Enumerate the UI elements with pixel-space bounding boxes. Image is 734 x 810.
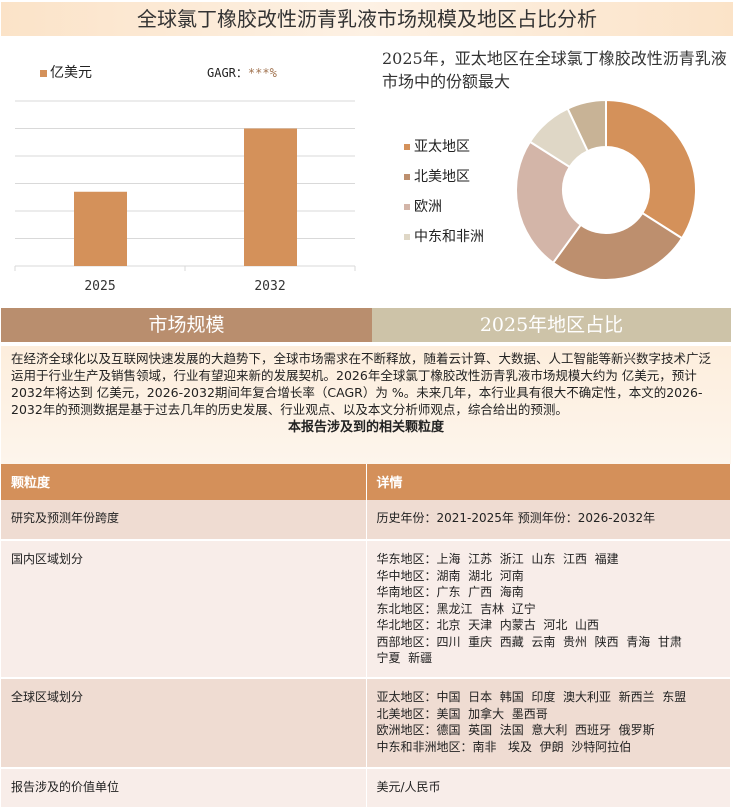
detail-line: 华北地区：北京 天津 内蒙古 河北 山西 [376, 618, 600, 632]
detail-line: 亚太地区：中国 日本 韩国 印度 澳大利亚 新西兰 东盟 [376, 690, 687, 704]
header-details: 详情 [366, 464, 731, 500]
legend-label: 欧洲 [414, 199, 442, 215]
granularity-table: 颗粒度 详情 研究及预测年份跨度 历史年份：2021-2025年 预测年份：2026… [1, 464, 731, 809]
row-details: 亚太地区：中国 日本 韩国 印度 澳大利亚 新西兰 东盟 北美地区：美国 加拿大 … [366, 678, 731, 769]
legend-swatch [404, 204, 410, 210]
legend-item: 欧洲 [404, 198, 484, 216]
row-label: 研究及预测年份跨度 [1, 500, 367, 541]
cagr-label: GAGR： [207, 66, 248, 80]
legend-label: 亿美元 [50, 65, 92, 81]
detail-line: 历史年份：2021-2025年 预测年份：2026-2032年 [376, 511, 656, 525]
legend-item: 北美地区 [404, 168, 484, 186]
cagr-text: GAGR：***% [207, 64, 277, 81]
tab-region-share[interactable]: 2025年地区占比 [372, 308, 731, 342]
legend-item: 中东和非洲 [404, 228, 484, 246]
donut-slice-0 [605, 100, 697, 240]
detail-line: 西部地区：四川 重庆 西藏 云南 贵州 陕西 青海 甘肃 [376, 634, 682, 649]
detail-line: 北美地区：美国 加拿大 墨西哥 [376, 706, 548, 721]
row-details: 华东地区：上海 江苏 浙江 山东 江西 福建 华中地区：湖南 湖北 河南 华南地区：… [366, 540, 731, 679]
detail-line: 华中地区：湖南 湖北 河南 [376, 568, 524, 583]
bar-2032 [244, 128, 297, 266]
donut-slice-2 [515, 140, 583, 265]
table-row: 报告涉及的价值单位 美元/人民币 [1, 768, 731, 809]
row-details: 美元/人民币 [366, 768, 731, 809]
row-details: 历史年份：2021-2025年 预测年份：2026-2032年 [366, 500, 731, 541]
legend-swatch [404, 174, 410, 180]
description: 在经济全球化以及互联网快速发展的大趋势下，全球市场需求在不断释放，随着云计算、大… [1, 346, 731, 464]
legend-label: 北美地区 [414, 169, 470, 185]
detail-line: 华东地区：上海 江苏 浙江 山东 江西 福建 [376, 552, 619, 566]
x-tick-label: 2032 [254, 279, 285, 294]
cagr-value: ***% [247, 66, 277, 80]
donut-slice-4 [566, 100, 607, 153]
detail-line: 美元/人民币 [376, 780, 441, 794]
legend-item: 亚太地区 [404, 138, 484, 156]
legend-label: 亚太地区 [414, 139, 470, 155]
bar-legend: 亿美元 [40, 62, 92, 82]
header-granularity: 颗粒度 [1, 464, 367, 500]
row-label: 全球区域划分 [1, 678, 367, 769]
detail-line: 欧洲地区：德国 英国 法国 意大利 西班牙 俄罗斯 [376, 723, 655, 737]
x-tick-label: 2025 [84, 279, 115, 294]
legend-swatch [404, 234, 410, 240]
table-row: 全球区域划分 亚太地区：中国 日本 韩国 印度 澳大利亚 新西兰 东盟 北美地区：美… [1, 678, 731, 769]
table-row: 国内区域划分 华东地区：上海 江苏 浙江 山东 江西 福建 华中地区：湖南 湖北 河… [1, 540, 731, 679]
legend-label: 中东和非洲 [414, 229, 484, 245]
donut-chart [515, 100, 697, 280]
table-row: 研究及预测年份跨度 历史年份：2021-2025年 预测年份：2026-2032年 [1, 500, 731, 541]
legend-swatch [404, 144, 410, 150]
detail-line: 东北地区：黑龙江 吉林 辽宁 [376, 601, 536, 616]
table-caption: 本报告涉及到的相关颗粒度 [287, 420, 444, 435]
donut-slice-1 [551, 211, 684, 280]
row-label: 报告涉及的价值单位 [1, 768, 367, 809]
row-label: 国内区域划分 [1, 540, 367, 679]
page-title: 全球氯丁橡胶改性沥青乳液市场规模及地区占比分析 [1, 2, 733, 36]
pie-title: 2025年，亚太地区在全球氯丁橡胶改性沥青乳液市场中的份额最大 [382, 49, 727, 91]
legend-swatch [40, 69, 47, 77]
description-text: 在经济全球化以及互联网快速发展的大趋势下，全球市场需求在不断释放，随着云计算、大… [11, 351, 712, 417]
detail-line: 中东和非洲地区：南非 埃及 伊朗 沙特阿拉伯 [376, 739, 632, 754]
detail-line: 宁夏 新疆 [376, 651, 433, 665]
detail-line: 华南地区：广东 广西 海南 [376, 585, 524, 599]
tab-market-size[interactable]: 市场规模 [1, 308, 372, 342]
bar-2025 [74, 191, 127, 266]
bar-chart: 2025 2032 [14, 100, 356, 294]
